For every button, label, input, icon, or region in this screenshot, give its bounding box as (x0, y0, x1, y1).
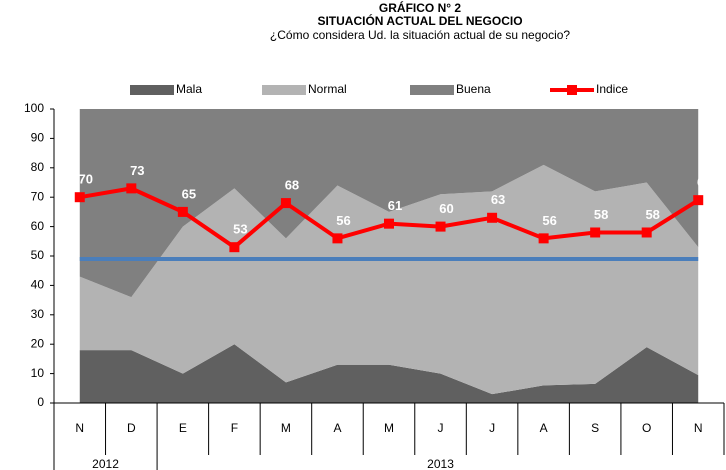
x-tick-label: J (489, 421, 495, 435)
marker (177, 206, 188, 217)
data-label: 56 (336, 213, 350, 228)
x-tick-label: F (231, 421, 238, 435)
legend-label: Normal (308, 82, 347, 96)
area (79, 164, 699, 395)
data-label: 70 (79, 172, 93, 187)
legend-label: Indice (596, 82, 628, 96)
y-tick-label: 30 (31, 307, 45, 321)
marker (641, 227, 652, 238)
y-tick-label: 100 (24, 101, 44, 115)
data-label: 61 (388, 198, 402, 213)
chart-subtitle: SITUACIÓN ACTUAL DEL NEGOCIO (317, 13, 522, 28)
data-label: 58 (594, 207, 608, 222)
marker (487, 212, 498, 223)
marker (590, 227, 601, 238)
x-tick-label: A (333, 421, 341, 435)
data-label: 60 (439, 201, 453, 216)
legend-swatch (567, 85, 577, 95)
data-label: 58 (645, 207, 659, 222)
data-label: 63 (491, 192, 505, 207)
y-tick-label: 20 (31, 336, 45, 350)
legend-swatch (262, 85, 306, 95)
x-tick-label: N (694, 421, 703, 435)
marker (229, 242, 240, 253)
legend-swatch (410, 85, 454, 95)
chart-question: ¿Cómo considera Ud. la situación actual … (270, 28, 570, 42)
x-group-label: 2012 (92, 457, 119, 470)
data-label: 65 (182, 186, 196, 201)
y-tick-label: 80 (31, 160, 45, 174)
y-tick-label: 40 (31, 278, 45, 292)
x-tick-label: S (591, 421, 599, 435)
marker (74, 192, 85, 203)
x-tick-label: E (179, 421, 187, 435)
y-tick-label: 0 (37, 395, 44, 409)
data-label: 68 (285, 178, 299, 193)
x-tick-label: A (540, 421, 548, 435)
legend-swatch (130, 85, 174, 95)
x-group-label: 2013 (427, 457, 454, 470)
legend-label: Buena (456, 82, 491, 96)
x-tick-label: M (281, 421, 291, 435)
y-tick-label: 70 (31, 189, 45, 203)
data-label: 69 (697, 175, 711, 190)
y-tick-label: 60 (31, 219, 45, 233)
data-label: 56 (542, 213, 556, 228)
data-label: 53 (233, 222, 247, 237)
marker (538, 233, 549, 244)
x-tick-label: N (75, 421, 84, 435)
y-tick-label: 50 (31, 248, 45, 262)
x-tick-label: O (642, 421, 651, 435)
area (79, 109, 699, 298)
area (79, 344, 699, 403)
y-tick-label: 90 (31, 131, 45, 145)
marker (126, 183, 137, 194)
marker (280, 198, 291, 209)
marker (693, 195, 704, 206)
marker (332, 233, 343, 244)
x-tick-label: J (438, 421, 444, 435)
legend-label: Mala (176, 82, 202, 96)
y-tick-label: 10 (31, 366, 45, 380)
x-tick-label: M (384, 421, 394, 435)
x-tick-label: D (127, 421, 136, 435)
marker (384, 218, 394, 229)
marker (435, 221, 446, 232)
chart-title: GRÁFICO N° 2 (379, 0, 461, 15)
data-label: 73 (130, 163, 144, 178)
